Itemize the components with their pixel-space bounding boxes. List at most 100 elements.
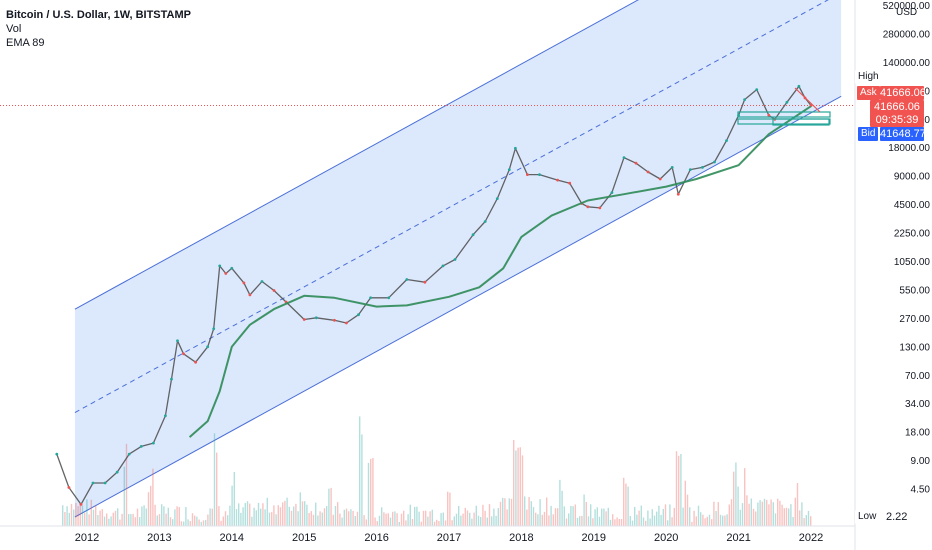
volume-bar (477, 515, 480, 526)
volume-bar (671, 517, 673, 526)
volume-bar (713, 501, 715, 526)
volume-bar (768, 504, 770, 526)
volume-bar (504, 498, 506, 526)
volume-bar (741, 503, 744, 526)
volume-bar (700, 512, 702, 526)
volume-bar (788, 508, 790, 526)
volume-bar (77, 506, 79, 526)
volume-bar (169, 517, 172, 526)
volume-bar (365, 519, 367, 526)
volume-bar (499, 501, 502, 526)
drawing-boxes[interactable] (737, 87, 831, 126)
volume-bar (361, 434, 363, 526)
volume-bar (381, 507, 383, 526)
channel-mid-line (74, 0, 829, 413)
volume-bar (295, 503, 297, 526)
volume-bar (475, 505, 477, 526)
volume-bar (695, 516, 697, 526)
volume-bar (433, 521, 436, 526)
volume-bar (596, 507, 598, 526)
volume-bar (669, 504, 671, 526)
volume-bar (165, 513, 167, 526)
y-tick-label: 34.00 (905, 399, 930, 410)
regression-channel[interactable] (74, 0, 842, 518)
volume-bar (385, 513, 387, 526)
volume-bar (64, 512, 66, 526)
volume-bar (664, 504, 667, 526)
volume-bar (517, 447, 519, 526)
price-series (0, 84, 855, 506)
y-tick-label: 550.00 (899, 285, 930, 296)
volume-bar (790, 504, 792, 526)
x-tick-label: 2013 (147, 532, 171, 544)
volume-bar (240, 512, 242, 526)
price-point (514, 146, 517, 150)
volume-bar (84, 512, 86, 526)
volume-bar (497, 508, 499, 526)
volume-bar (227, 515, 229, 526)
volume-bar (73, 509, 75, 526)
price-point (272, 289, 276, 292)
volume-bar (673, 507, 675, 526)
volume-bar (92, 509, 95, 526)
volume-bar (491, 516, 493, 526)
volume-bar (726, 514, 728, 526)
volume-bar (519, 447, 521, 526)
volume-bar (563, 506, 565, 526)
volume-bar (411, 519, 414, 526)
volume-bar (266, 497, 268, 526)
volume-bar (576, 517, 579, 526)
volume-bar (370, 458, 372, 526)
volume-bar (141, 506, 143, 526)
price-point (785, 100, 789, 104)
price-point (495, 197, 499, 201)
volume-bar (189, 521, 191, 526)
volume-bar (801, 502, 803, 526)
channel-fill (74, 0, 842, 517)
volume-bar (405, 520, 407, 526)
volume-bar (213, 433, 216, 526)
indicator-vol[interactable]: Vol (6, 23, 22, 35)
time-axis[interactable]: 2012 2013 2014 2015 2016 2017 2018 2019 2020 2021… (75, 532, 823, 544)
volume-bar (546, 497, 548, 526)
volume-bar (427, 516, 429, 526)
price-point (260, 280, 264, 283)
ask-price-tag: 41666.06 (880, 86, 926, 100)
volume-bar (378, 515, 381, 526)
volume-bar (363, 515, 365, 526)
volume-bar (339, 513, 341, 526)
volume-bar (766, 499, 768, 526)
volume-bar (618, 519, 620, 526)
volume-bar (431, 509, 433, 526)
volume-bar (634, 506, 636, 526)
indicator-ema[interactable]: EMA 89 (6, 37, 45, 49)
volume-bar (746, 495, 748, 526)
volume-bar (387, 513, 389, 526)
volume-bar (246, 501, 249, 526)
y-tick-label: 1050.00 (894, 257, 931, 268)
volume-bar (471, 518, 473, 526)
volume-bar (488, 504, 491, 526)
last-price-tag: 41666.06 (870, 100, 924, 114)
volume-bar (130, 514, 132, 526)
price-point (218, 264, 222, 268)
volume-bar (222, 516, 224, 526)
bid-tag: Bid (858, 127, 879, 141)
price-point (441, 264, 445, 268)
volume-bar (268, 512, 271, 526)
support-box-3 (772, 118, 830, 126)
volume-bar (112, 512, 114, 526)
volume-bar (631, 520, 634, 526)
volume-bar (99, 510, 101, 526)
price-point (55, 452, 59, 456)
volume-bar (574, 504, 576, 526)
symbol-title[interactable]: Bitcoin / U.S. Dollar, 1W, BITSTAMP (6, 9, 191, 21)
price-point (725, 139, 728, 143)
currency-label[interactable]: USD (896, 7, 918, 18)
y-tick-label: 9.00 (911, 456, 931, 467)
volume-bar (735, 462, 737, 526)
volume-bar (482, 504, 484, 526)
volume-bar (88, 514, 90, 526)
y-tick-label: 4.50 (911, 485, 931, 496)
